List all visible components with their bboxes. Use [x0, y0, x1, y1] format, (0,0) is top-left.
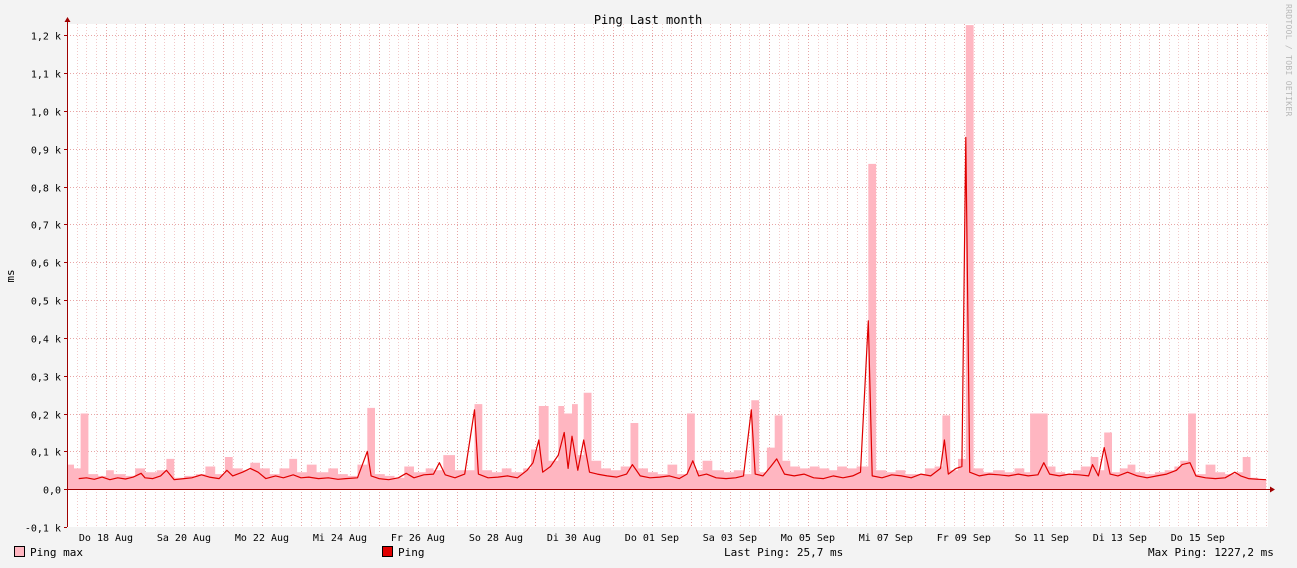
x-tick-label: So 28 Aug [469, 533, 523, 544]
x-tick-label: Do 01 Sep [625, 533, 679, 544]
y-tick-label: 0,1 k [31, 448, 61, 459]
y-axis-arrow [64, 17, 71, 22]
x-tick-label: Mo 05 Sep [781, 533, 835, 544]
ping-max-swatch [14, 546, 25, 557]
tick-labels: -0,1 k 0,0 0,1 k 0,2 k 0,3 k 0,4 k 0,5 k 0,6 k 0… [25, 32, 1225, 545]
plot-canvas [67, 24, 1268, 527]
y-tick-label: 1,2 k [31, 32, 61, 43]
y-tick-label: 0,2 k [31, 411, 61, 422]
ping-max-label: Ping max [30, 546, 83, 559]
legend-ping: Ping [382, 546, 425, 560]
y-tick-label: 0,6 k [31, 259, 61, 270]
x-tick-label: Do 15 Sep [1171, 533, 1225, 544]
y-tick-label: 0,9 k [31, 146, 61, 157]
rrdtool-watermark: RRDTOOL / TOBI OETIKER [1284, 4, 1293, 117]
x-axis-arrow [1270, 486, 1275, 493]
y-tick-label: 0,3 k [31, 373, 61, 384]
chart-title: Ping Last month [594, 13, 702, 27]
max-ping-readout: Max Ping: 1227,2 ms [1148, 546, 1274, 559]
y-tick-label: 0,5 k [31, 297, 61, 308]
x-tick-label: Fr 26 Aug [391, 533, 445, 544]
x-tick-label: Mi 24 Aug [313, 533, 367, 544]
last-ping-readout: Last Ping: 25,7 ms [724, 546, 844, 559]
ping-line [78, 136, 1267, 481]
x-tick-label: Sa 20 Aug [157, 533, 211, 544]
x-tick-label: Di 13 Sep [1093, 533, 1147, 544]
ping-label: Ping [398, 546, 425, 559]
y-tick-label: 0,8 k [31, 184, 61, 195]
x-tick-label: So 11 Sep [1015, 533, 1069, 544]
ping-swatch [382, 546, 393, 557]
y-tick-label: 0,4 k [31, 335, 61, 346]
x-tick-label: Do 18 Aug [79, 533, 133, 544]
y-axis-label: ms [4, 269, 17, 282]
x-tick-label: Mi 07 Sep [859, 533, 913, 544]
y-tick-label: 0,7 k [31, 221, 61, 232]
y-tick-label: 1,1 k [31, 70, 61, 81]
legend-ping-max: Ping max [14, 546, 83, 560]
y-tick-label: 1,0 k [31, 108, 61, 119]
axes [64, 17, 1275, 528]
y-tick-label: -0,1 k [25, 524, 61, 535]
x-tick-label: Fr 09 Sep [937, 533, 991, 544]
x-tick-label: Mo 22 Aug [235, 533, 289, 544]
x-tick-label: Sa 03 Sep [703, 533, 757, 544]
x-tick-label: Di 30 Aug [547, 533, 601, 544]
y-tick-label: 0,0 [43, 486, 61, 497]
ping-line-series [78, 136, 1267, 481]
